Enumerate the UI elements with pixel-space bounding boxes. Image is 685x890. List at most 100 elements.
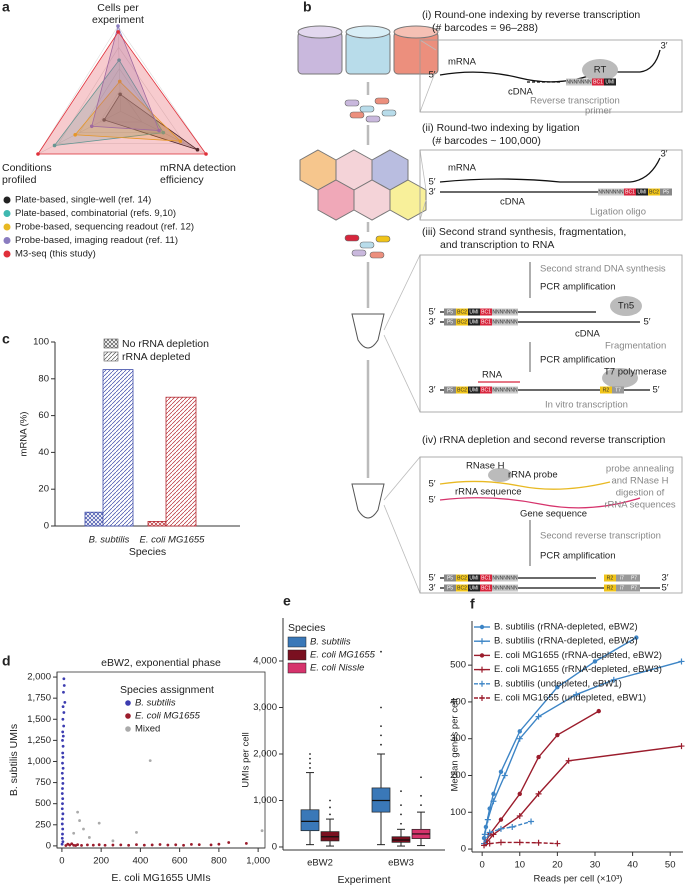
point [62, 677, 66, 681]
segment [480, 386, 492, 394]
x-tick-label: 10 [514, 860, 525, 871]
point [61, 744, 65, 748]
strand-end: 3′ [428, 187, 435, 198]
radar-point [117, 58, 121, 62]
radar-point [102, 118, 106, 122]
segment-label: UMI [637, 189, 646, 195]
segment [444, 584, 456, 592]
panel-label: a [2, 0, 10, 15]
x-tick-label: 600 [172, 856, 188, 867]
marker [535, 713, 542, 720]
grid-line [99, 89, 143, 123]
point [61, 787, 64, 790]
segment [480, 574, 492, 582]
point [244, 841, 248, 845]
legend-marker [3, 210, 11, 217]
x-tick-label: 200 [93, 856, 109, 867]
step-title: (iv) rRNA depletion and second reverse t… [422, 434, 666, 446]
x-tick-label: 400 [132, 856, 148, 867]
series-line [483, 841, 558, 847]
segment [566, 78, 592, 86]
segment [616, 574, 628, 582]
marker [610, 676, 617, 683]
point [148, 759, 152, 763]
point [119, 843, 123, 847]
legend-marker [3, 223, 11, 231]
diagram-label: Second strand DNA synthesis [540, 264, 666, 275]
strand-end: 3′ [660, 41, 667, 52]
point [61, 730, 65, 734]
point [76, 810, 80, 814]
outlier [400, 813, 402, 816]
legend-label: B. subtilis (undepleted, eBW1) [494, 678, 622, 689]
legend-label: B. subtilis [135, 698, 176, 709]
segment [468, 386, 480, 394]
segment-label: BC1 [481, 585, 491, 591]
point [60, 842, 64, 846]
strand-end: 5′ [428, 177, 435, 188]
y-tick-label: 250 [35, 819, 51, 830]
legend-marker [479, 680, 485, 687]
beaker [297, 25, 343, 75]
diagram-label: PCR amplification [540, 355, 616, 366]
step-subtitle: (# barcodes ~ 100,000) [432, 135, 541, 147]
segment-label: BC2 [457, 585, 467, 591]
legend-label: E. coli MG1655 [135, 711, 201, 722]
diagram-label: cDNA [575, 329, 600, 340]
diagram-label: rRNA sequence [455, 487, 522, 498]
segment [468, 318, 480, 326]
outlier [380, 650, 382, 653]
point [190, 842, 193, 846]
marker [516, 812, 523, 819]
segment-label: T7 [615, 387, 621, 393]
bar [165, 396, 197, 527]
point [135, 843, 138, 847]
diagram-label: mRNA [448, 163, 477, 174]
y-axis-label: UMIs per cell [241, 732, 252, 787]
legend-marker [479, 666, 485, 673]
point [227, 841, 231, 844]
segment-label: P5 [447, 387, 453, 393]
legend-marker [125, 700, 131, 706]
segment [492, 584, 518, 592]
segment-label: BC1 [481, 319, 491, 325]
diagram-label: probe annealing [606, 464, 674, 475]
legend-label: E. coli MG1655 (undepleted, eBW1) [494, 693, 646, 704]
segment [636, 188, 648, 196]
axis-label: Conditions [2, 162, 52, 174]
point [135, 830, 138, 834]
marker [528, 818, 535, 825]
segment [444, 318, 456, 326]
legend-label: M3-seq (this study) [15, 249, 96, 260]
segment [456, 584, 468, 592]
marker [565, 757, 572, 764]
segment-label: BC1 [481, 575, 491, 581]
x-tick-label: 0 [480, 860, 485, 871]
marker [481, 831, 488, 838]
x-axis-label: E. coli MG1655 UMIs [111, 872, 210, 884]
legend-marker [3, 250, 11, 258]
segment-label: i7 [620, 575, 624, 581]
outlier [420, 804, 422, 807]
strand-end: 3′ [428, 317, 435, 328]
y-tick-label: 100 [33, 337, 49, 348]
segment [468, 574, 480, 582]
segment [480, 308, 492, 316]
x-tick-label: 50 [665, 860, 676, 871]
diagram-label: Fragmentation [605, 341, 666, 352]
point [127, 843, 131, 847]
radar-point [204, 152, 208, 156]
segment [600, 386, 612, 394]
beaker [393, 25, 439, 75]
cells [344, 97, 397, 259]
strand-end: 5′ [428, 307, 435, 318]
outlier [380, 725, 382, 727]
marker [555, 732, 560, 738]
segment-label: NNNNNNN [598, 189, 624, 195]
point [60, 771, 64, 775]
segment-label: UMI [605, 79, 614, 85]
x-tick-label: 20 [552, 860, 563, 871]
x-axis-label: Reads per cell (×10³) [534, 874, 623, 885]
x-axis-label: Species [129, 546, 166, 558]
series-line [485, 745, 682, 844]
